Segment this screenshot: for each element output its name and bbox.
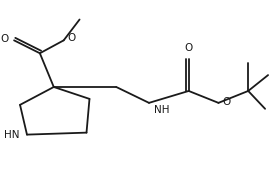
Text: O: O	[1, 34, 9, 44]
Text: O: O	[68, 33, 76, 43]
Text: HN: HN	[4, 130, 19, 140]
Text: O: O	[222, 97, 231, 107]
Text: O: O	[184, 43, 193, 53]
Text: NH: NH	[154, 105, 170, 115]
